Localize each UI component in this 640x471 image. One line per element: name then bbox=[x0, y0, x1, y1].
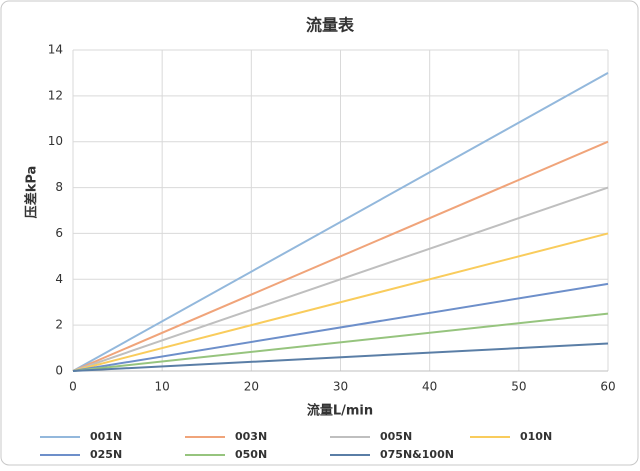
series-line bbox=[72, 140, 609, 372]
series-line bbox=[72, 282, 609, 372]
x-tick-label: 40 bbox=[422, 380, 437, 394]
chart-title: 流量表 bbox=[306, 16, 355, 35]
x-tick-label: 30 bbox=[333, 380, 348, 394]
x-tick-label: 20 bbox=[244, 380, 259, 394]
series-line bbox=[72, 342, 609, 372]
y-tick-label: 4 bbox=[55, 272, 63, 286]
y-axis-label: 压差kPa bbox=[24, 166, 40, 219]
legend-label: 003N bbox=[235, 430, 267, 443]
y-tick-label: 0 bbox=[55, 364, 63, 378]
x-tick-label: 10 bbox=[155, 380, 170, 394]
y-tick-label: 6 bbox=[55, 226, 63, 240]
legend-label: 050N bbox=[235, 448, 267, 461]
x-tick-label: 0 bbox=[69, 380, 77, 394]
x-axis-label: 流量L/min bbox=[307, 403, 373, 419]
series-line bbox=[72, 72, 609, 372]
y-tick-label: 2 bbox=[55, 318, 63, 332]
series-line bbox=[72, 312, 609, 372]
y-tick-label: 10 bbox=[48, 134, 63, 148]
legend-label: 005N bbox=[380, 430, 412, 443]
x-tick-label: 60 bbox=[600, 380, 615, 394]
y-tick-label: 12 bbox=[48, 88, 63, 102]
series-line bbox=[72, 232, 609, 372]
legend-label: 001N bbox=[90, 430, 122, 443]
y-tick-label: 14 bbox=[48, 43, 63, 57]
x-tick-label: 50 bbox=[511, 380, 526, 394]
legend-label: 075N&100N bbox=[380, 448, 454, 461]
y-tick-label: 8 bbox=[55, 180, 63, 194]
series-line bbox=[72, 186, 609, 372]
legend-label: 010N bbox=[520, 430, 552, 443]
legend-label: 025N bbox=[90, 448, 122, 461]
